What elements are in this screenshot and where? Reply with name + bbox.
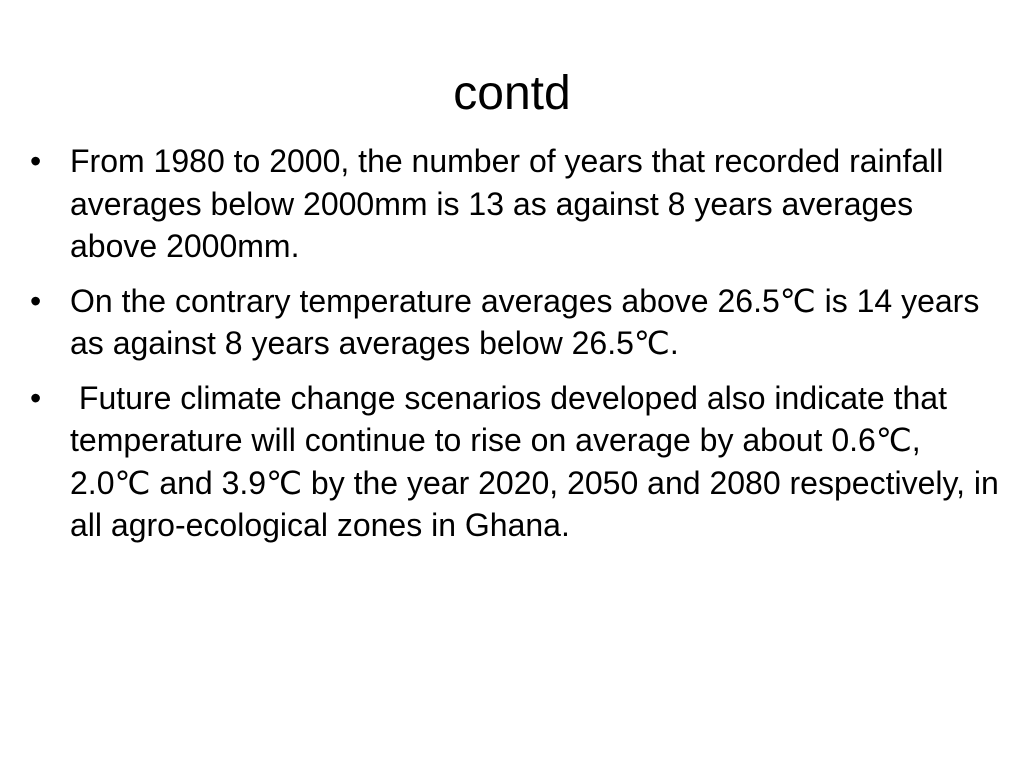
bullet-item-climate-scenarios: • Future climate change scenarios develo… <box>28 377 1000 547</box>
bullet-icon: • <box>30 282 42 319</box>
bullet-text: On the contrary temperature averages abo… <box>70 282 980 362</box>
bullet-text: Future climate change scenarios develope… <box>70 379 1008 544</box>
bullet-icon: • <box>30 143 42 179</box>
bullet-icon: • <box>30 379 42 416</box>
bullet-list: • From 1980 to 2000, the number of years… <box>28 140 1000 559</box>
bullet-item-rainfall: • From 1980 to 2000, the number of years… <box>28 140 1000 268</box>
bullet-item-temperature: • On the contrary temperature averages a… <box>28 280 1000 365</box>
slide-title: contd <box>453 67 571 120</box>
bullet-text: From 1980 to 2000, the number of years t… <box>70 143 944 264</box>
